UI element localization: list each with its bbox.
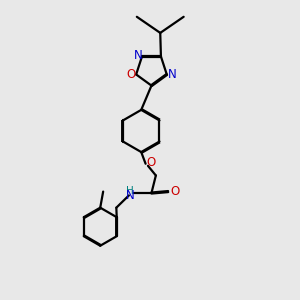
Text: O: O [146,156,155,170]
Text: N: N [168,68,176,81]
Text: N: N [134,49,143,62]
Text: N: N [126,190,134,202]
Text: O: O [171,185,180,198]
Text: H: H [126,186,134,196]
Text: O: O [126,68,136,81]
